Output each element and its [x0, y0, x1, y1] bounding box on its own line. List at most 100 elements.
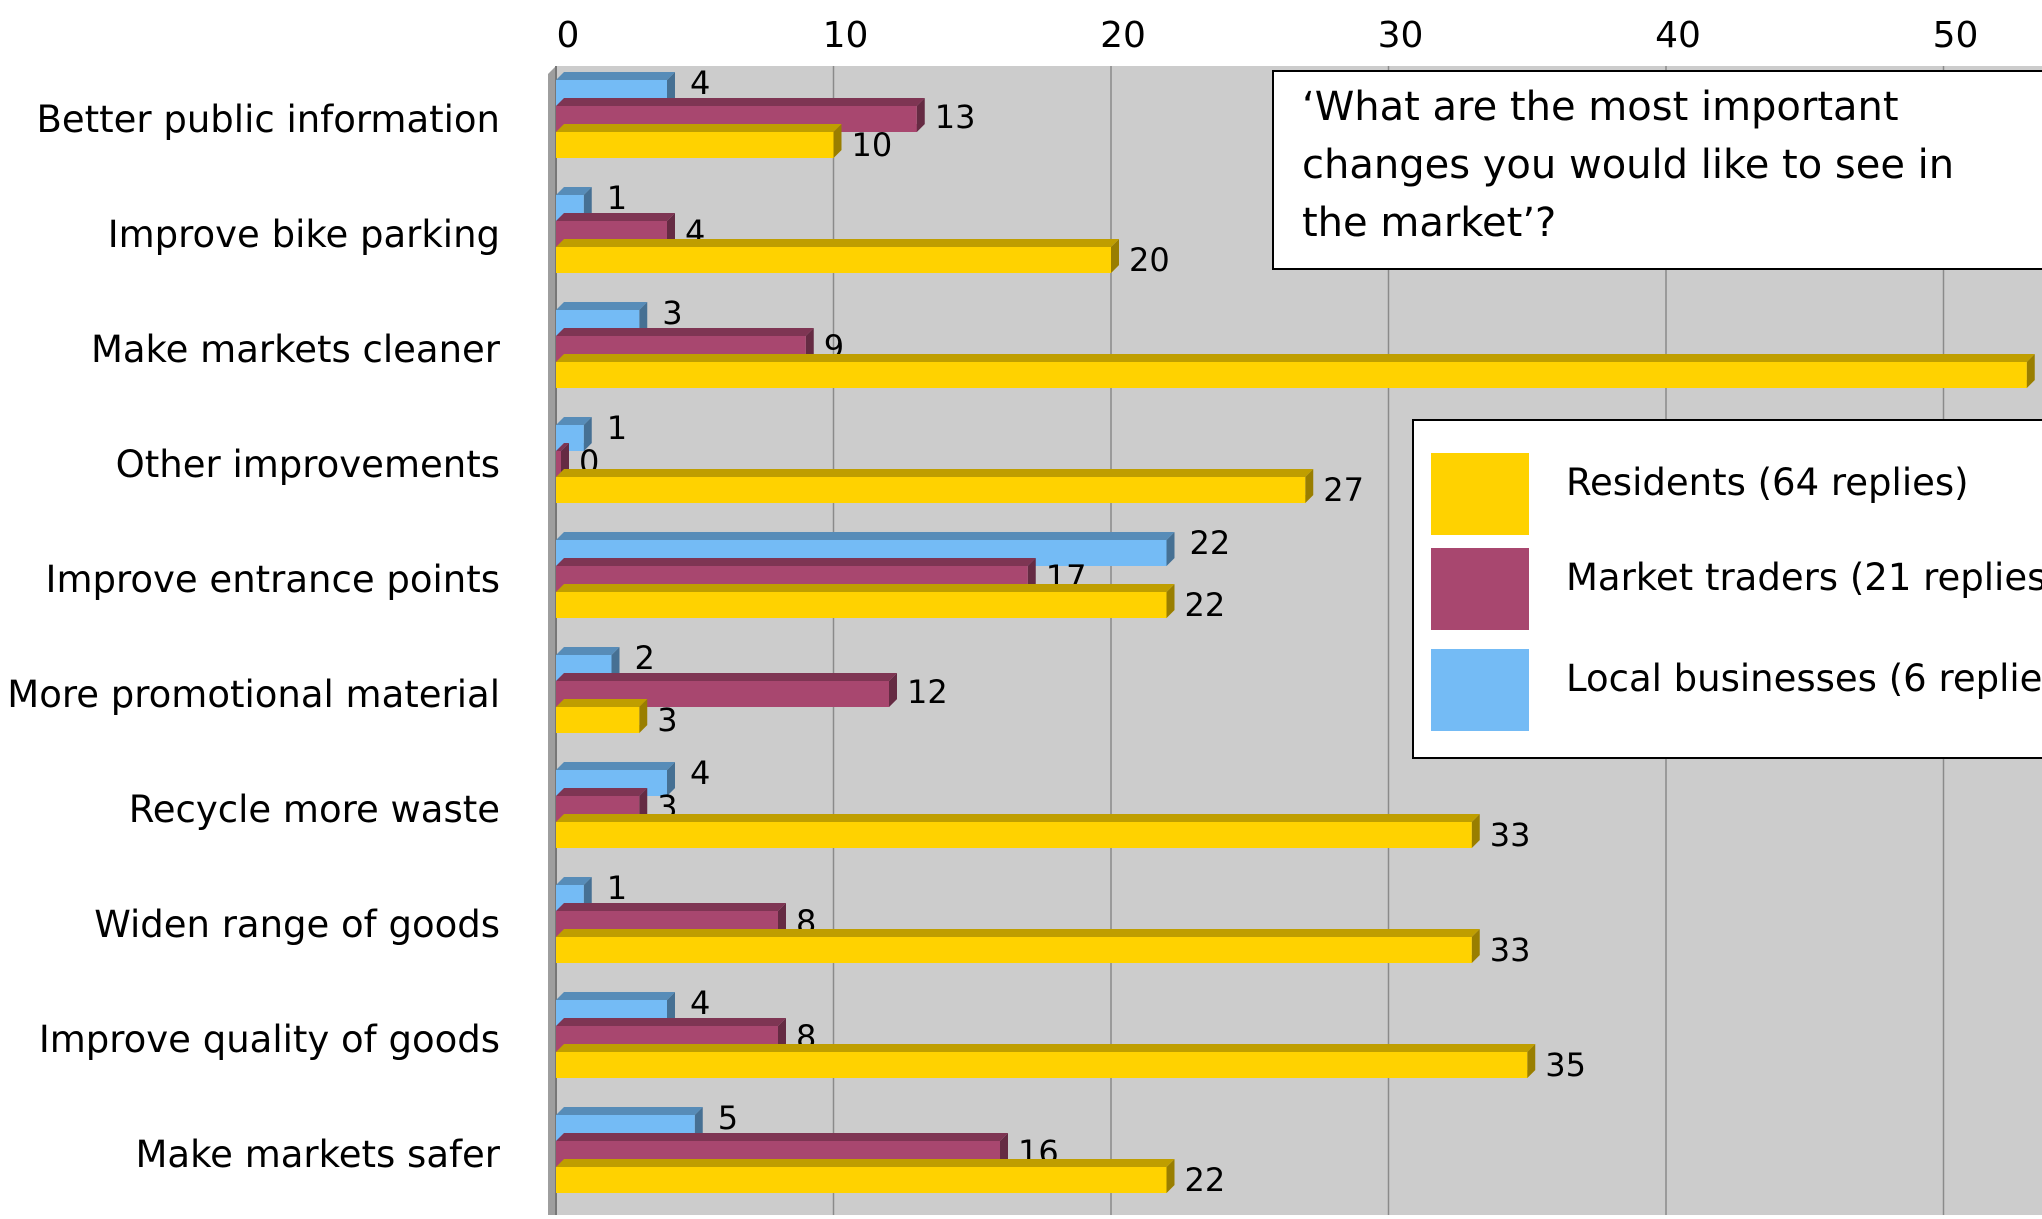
bar-top-edge	[556, 469, 1314, 477]
category-label: Better public information	[36, 98, 500, 141]
bar-top-edge	[556, 213, 675, 221]
bar	[556, 1167, 1167, 1193]
bar-top-edge	[556, 302, 648, 310]
bar	[556, 247, 1111, 273]
bar-top-edge	[556, 584, 1175, 592]
bar	[556, 707, 640, 733]
bar-top-edge	[556, 354, 2035, 362]
bar-top-edge	[556, 328, 814, 336]
legend-swatch	[1431, 548, 1529, 630]
bar-end-face	[1000, 1133, 1008, 1167]
bar-end-face	[639, 302, 648, 336]
bar-end-face	[667, 213, 675, 247]
bar-end-face	[1166, 1159, 1175, 1193]
bar-top-edge	[556, 558, 1036, 566]
bar-top-edge	[556, 417, 592, 425]
bar-top-edge	[556, 187, 592, 195]
data-label: 10	[852, 126, 893, 164]
bar-end-face	[1166, 532, 1175, 566]
bar-end-face	[889, 673, 897, 707]
category-label: Make markets safer	[135, 1133, 500, 1176]
x-tick-label: 30	[1378, 15, 1424, 56]
bar-end-face	[2026, 354, 2035, 388]
bar	[556, 477, 1306, 503]
category-label: Improve entrance points	[46, 558, 500, 601]
bar-top-edge	[556, 1159, 1175, 1167]
category-label: Improve bike parking	[108, 213, 500, 256]
bar-top-edge	[556, 239, 1119, 247]
bar	[556, 362, 2027, 388]
category-label: Make markets cleaner	[91, 328, 501, 371]
annotation-background	[1272, 70, 2042, 270]
annotation-box: ‘What are the most important changes you…	[1272, 70, 2042, 270]
data-label: 22	[1185, 1161, 1226, 1199]
x-tick-label: 50	[1933, 15, 1979, 56]
bar-end-face	[667, 72, 675, 106]
data-label: 1	[607, 869, 627, 907]
bar-end-face	[1111, 239, 1119, 273]
bar-top-edge	[556, 1107, 703, 1115]
bar-end-face	[583, 877, 592, 911]
bar-end-face	[1027, 558, 1036, 592]
bar-end-face	[1305, 469, 1314, 503]
bar-top-edge	[556, 1018, 786, 1026]
legend-swatch	[1431, 649, 1529, 731]
bar-end-face	[805, 328, 814, 362]
legend-label: Residents (64 replies)	[1566, 461, 1969, 504]
x-tick-label: 20	[1100, 15, 1146, 56]
bar	[556, 822, 1472, 848]
data-label: 27	[1323, 471, 1364, 509]
bar-top-edge	[556, 443, 569, 451]
data-label: 4	[690, 984, 710, 1022]
data-label: 3	[662, 294, 682, 332]
bar-end-face	[667, 762, 675, 796]
bar-end-face	[639, 699, 648, 733]
bar-end-face	[778, 903, 786, 937]
category-label: Recycle more waste	[129, 788, 500, 831]
bar-top-edge	[556, 903, 786, 911]
data-label: 5	[718, 1099, 738, 1137]
data-label: 4	[690, 64, 710, 102]
bar-end-face	[694, 1107, 703, 1141]
legend-label: Local businesses (6 replies)	[1566, 657, 2042, 700]
bar-top-edge	[556, 929, 1480, 937]
bar-end-face	[778, 1018, 786, 1052]
data-label: 3	[657, 701, 677, 739]
bar-end-face	[667, 992, 675, 1026]
bar-end-face	[1166, 584, 1175, 618]
bar-end-face	[1471, 929, 1480, 963]
data-label: 33	[1490, 816, 1531, 854]
bar-top-edge	[556, 699, 648, 707]
bar-top-edge	[556, 762, 675, 770]
bar-top-edge	[556, 532, 1175, 540]
data-label: 1	[607, 409, 627, 447]
data-label: 22	[1185, 586, 1226, 624]
category-label: Other improvements	[116, 443, 500, 486]
bar-top-edge	[556, 124, 842, 132]
data-label: 4	[690, 754, 710, 792]
data-label: 2	[635, 639, 655, 677]
bar-end-face	[583, 417, 592, 451]
bar-top-edge	[556, 647, 620, 655]
bar-end-face	[1471, 814, 1480, 848]
data-label: 33	[1490, 931, 1531, 969]
bar-top-edge	[556, 814, 1480, 822]
data-label: 20	[1129, 241, 1170, 279]
category-label: Improve quality of goods	[39, 1018, 500, 1061]
bar-top-edge	[556, 1133, 1008, 1141]
bar-top-edge	[556, 673, 897, 681]
legend-label: Market traders (21 replies)	[1566, 556, 2042, 599]
bar-end-face	[916, 98, 925, 132]
annotation-text: ‘What are the most important changes you…	[1302, 84, 1967, 246]
bar-top-edge	[556, 1044, 1536, 1052]
bar-top-edge	[556, 992, 675, 1000]
data-label: 22	[1190, 524, 1231, 562]
legend-swatch	[1431, 453, 1529, 535]
bar-top-edge	[556, 788, 648, 796]
data-label: 12	[907, 673, 948, 711]
legend: Residents (64 replies) Market traders (21…	[1412, 419, 2042, 759]
bar-end-face	[561, 443, 569, 477]
bar-top-edge	[556, 98, 925, 106]
